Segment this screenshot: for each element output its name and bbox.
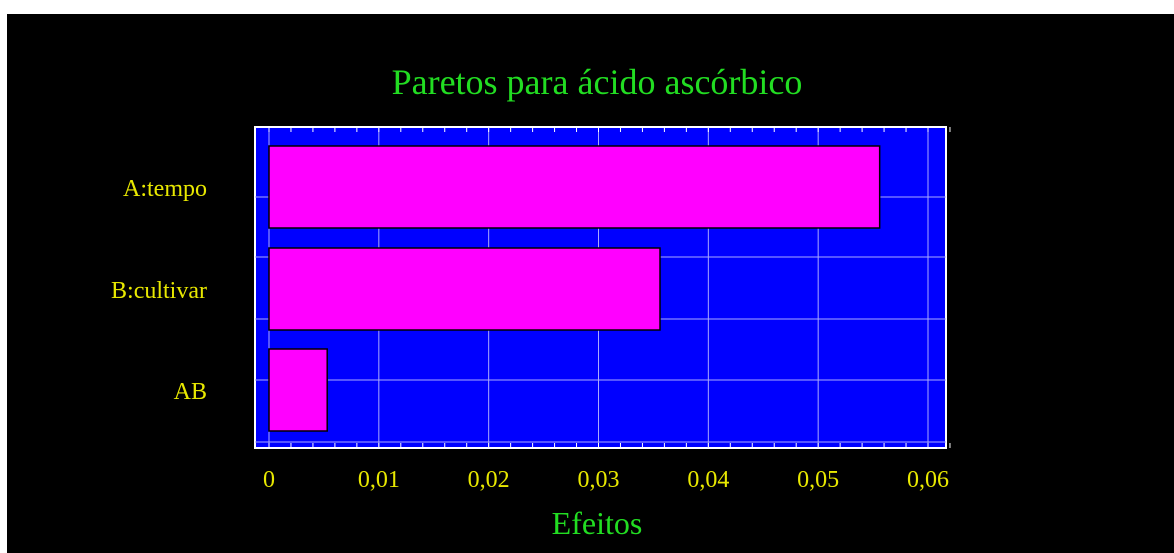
pareto-chart: Paretos para ácido ascórbico 0 0,01 0,02 0,… bbox=[111, 62, 951, 541]
x-tick-label: 0 bbox=[263, 467, 275, 493]
x-tick-label: 0,02 bbox=[468, 467, 510, 493]
chart-title: Paretos para ácido ascórbico bbox=[392, 62, 803, 102]
category-label: A:tempo bbox=[123, 176, 207, 202]
x-tick-label: 0,04 bbox=[687, 467, 729, 493]
category-label: B:cultivar bbox=[111, 278, 207, 304]
x-tick-label: 0,06 bbox=[907, 467, 949, 493]
x-axis-ticks: 0 0,01 0,02 0,03 0,04 0,05 0,06 bbox=[263, 467, 949, 493]
y-axis-categories: A:tempo B:cultivar AB bbox=[111, 176, 207, 405]
bars bbox=[268, 145, 881, 432]
x-tick-label: 0,03 bbox=[578, 467, 620, 493]
bar-a-tempo bbox=[268, 145, 881, 229]
x-tick-label: 0,05 bbox=[797, 467, 839, 493]
category-label: AB bbox=[174, 379, 207, 405]
bar-ab bbox=[268, 348, 328, 432]
bar-b-cultivar bbox=[268, 247, 661, 331]
x-tick-label: 0,01 bbox=[358, 467, 400, 493]
chart-frame: Paretos para ácido ascórbico 0 0,01 0,02 0,… bbox=[7, 14, 1174, 553]
x-axis-label: Efeitos bbox=[552, 505, 643, 541]
